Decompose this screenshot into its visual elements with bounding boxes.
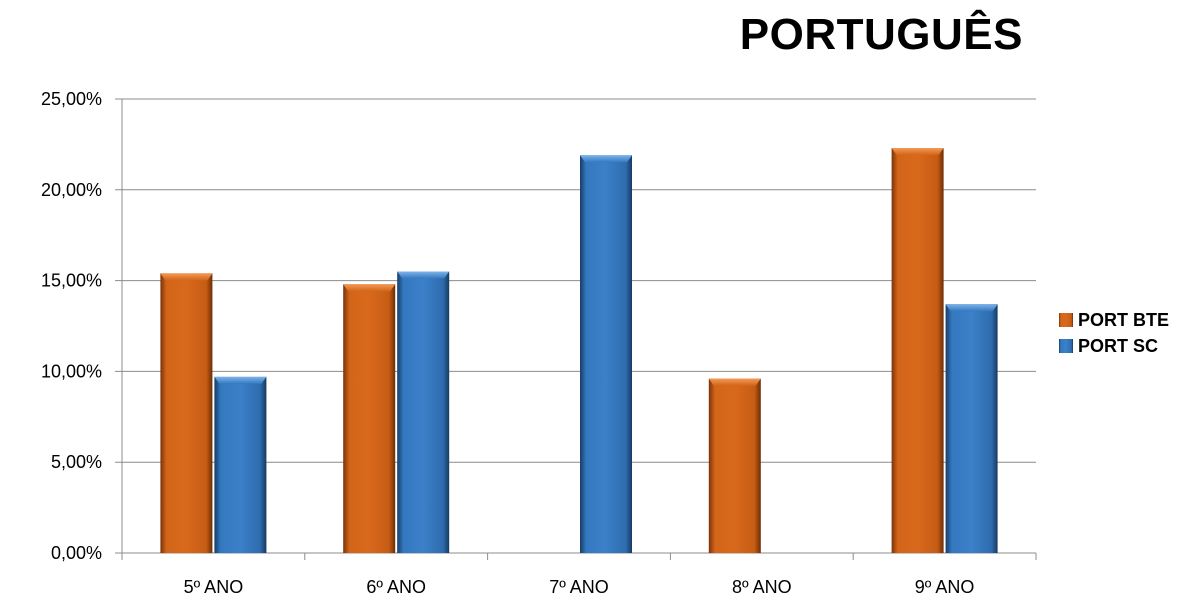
bar xyxy=(891,148,944,554)
x-tick-label: 9º ANO xyxy=(915,577,975,597)
y-tick-label: 20,00% xyxy=(41,180,102,200)
y-tick-label: 0,00% xyxy=(51,543,102,563)
bar xyxy=(580,155,632,553)
x-tick-label: 7º ANO xyxy=(549,577,609,597)
axes xyxy=(121,99,1037,560)
bar xyxy=(343,284,396,553)
y-tick-label: 25,00% xyxy=(41,89,102,109)
bar xyxy=(214,376,267,553)
y-tick-label: 15,00% xyxy=(41,271,102,291)
legend-label: PORT SC xyxy=(1078,336,1158,356)
chart-title: PORTUGUÊS xyxy=(739,10,1023,59)
legend: PORT BTE PORT SC xyxy=(1059,310,1169,356)
x-tick-label: 6º ANO xyxy=(366,577,426,597)
axis-labels: 0,00% 5,00% 10,00% 15,00% 20,00% 25,00% 5º ANO… xyxy=(41,89,974,597)
bar xyxy=(397,271,450,553)
y-tick-label: 10,00% xyxy=(41,361,102,381)
bar xyxy=(160,273,213,553)
y-tick-label: 5,00% xyxy=(51,452,102,472)
x-tick-label: 5º ANO xyxy=(184,577,244,597)
bars xyxy=(160,148,998,554)
x-tick-label: 8º ANO xyxy=(732,577,792,597)
bar xyxy=(708,378,761,553)
legend-swatch xyxy=(1059,339,1073,353)
legend-swatch xyxy=(1059,313,1073,327)
bar xyxy=(945,304,998,553)
legend-label: PORT BTE xyxy=(1078,310,1169,330)
